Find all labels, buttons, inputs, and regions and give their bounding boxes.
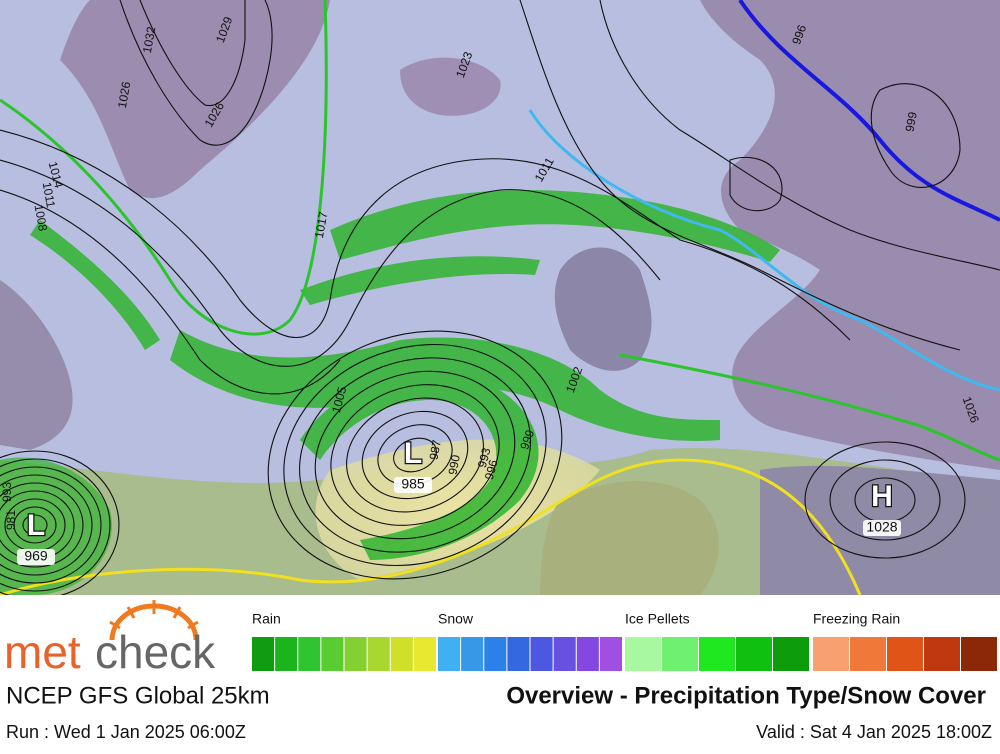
pressure-centre-letter: L — [27, 509, 45, 542]
isobar-ring — [0, 482, 84, 568]
legend-swatch — [813, 637, 849, 671]
pressure-value-box — [863, 520, 901, 536]
legend-label: Freezing Rain — [813, 611, 900, 627]
legend-swatch — [773, 637, 809, 671]
legend-swatch — [961, 637, 997, 671]
legend: Rain Snow Ice Pellets Freezing Rain — [252, 611, 997, 671]
isobar-ring — [314, 370, 516, 540]
isobar-ring — [393, 437, 437, 473]
isobar-ring — [346, 397, 484, 513]
legend-swatch — [924, 637, 960, 671]
greenland — [60, 0, 330, 199]
pressure-value: 1028 — [866, 519, 897, 535]
valid-time: Valid : Sat 4 Jan 2025 18:00Z — [756, 722, 992, 742]
isobar-label: 1032 — [140, 25, 158, 54]
run-time: Run : Wed 1 Jan 2025 06:00Z — [6, 722, 246, 742]
logo-rays — [109, 600, 199, 630]
legend-swatch — [344, 637, 367, 671]
legend-swatch — [625, 637, 661, 671]
canada — [0, 280, 73, 450]
isobar-ring — [22, 514, 48, 536]
legend-swatch — [298, 637, 321, 671]
map: 1032 102910261023101710141011100810051002… — [0, 0, 1000, 600]
isobar-label: 990 — [446, 453, 463, 475]
isobar-label: 1005 — [329, 385, 350, 415]
isobar-ring — [0, 458, 111, 592]
legend-swatch — [390, 637, 413, 671]
isobar-label: 987 — [427, 438, 444, 460]
isobar-ring — [267, 330, 563, 580]
legend-swatch — [507, 637, 530, 671]
isobar-label: 999 — [903, 110, 920, 132]
isobar-ring — [283, 343, 547, 567]
isobar-label: 996 — [482, 458, 501, 481]
legend-swatch — [275, 637, 298, 671]
legend-swatch — [850, 637, 886, 671]
isobar-ring — [298, 357, 532, 553]
pressure-centre-letter: L — [404, 437, 422, 470]
scandinavia-europe — [700, 0, 1000, 470]
isobar-label: 981 — [4, 510, 18, 530]
isobar-ring — [330, 384, 500, 526]
isobar-ring — [361, 410, 469, 500]
isobar-ring — [804, 441, 966, 559]
isobar-label: 1011 — [40, 181, 58, 209]
model-name: NCEP GFS Global 25km — [6, 682, 270, 709]
british-isles — [554, 247, 652, 371]
legend-swatch — [438, 637, 461, 671]
isobar-label: 999 — [517, 428, 537, 452]
legend-swatch — [461, 637, 484, 671]
isobars — [0, 0, 1000, 600]
product-title: Overview - Precipitation Type/Snow Cover — [506, 682, 986, 709]
legend-swatch — [887, 637, 923, 671]
isobar-label: 1026 — [115, 80, 133, 109]
legend-swatch — [576, 637, 599, 671]
legend-swatch — [736, 637, 772, 671]
pressure-value-box — [17, 549, 55, 565]
legend-swatch — [413, 637, 436, 671]
legend-label: Ice Pellets — [625, 611, 690, 627]
legend-swatch — [699, 637, 735, 671]
legend-swatch — [484, 637, 507, 671]
logo-met: met — [4, 626, 81, 678]
pressure-centre-letter: H — [871, 480, 893, 513]
isobar-label: 993 — [0, 482, 14, 502]
isobar-label: 996 — [789, 23, 809, 47]
legend-swatch — [599, 637, 622, 671]
iceland — [400, 57, 501, 116]
legend-swatch — [252, 637, 275, 671]
pressure-value: 969 — [24, 548, 48, 564]
pressure-value-box — [394, 477, 432, 493]
isobar-ring — [13, 506, 57, 544]
footer: met check NCEP GFS Global 25km Overview … — [0, 595, 1000, 749]
footer-bg — [0, 595, 1000, 749]
iberia — [540, 481, 719, 595]
isobar-ring — [0, 466, 102, 584]
isobar-ring — [0, 474, 93, 576]
isobar-label: 1017 — [312, 210, 330, 239]
isobar-ring — [829, 459, 941, 541]
legend-swatch — [321, 637, 344, 671]
legend-swatch — [662, 637, 698, 671]
legend-label: Snow — [438, 611, 474, 627]
isobar-label: 1014 — [46, 160, 67, 190]
isobar-label: 993 — [475, 446, 494, 469]
logo-check: check — [95, 626, 216, 678]
legend-label: Rain — [252, 611, 281, 627]
pressure-value: 985 — [401, 476, 425, 492]
legend-swatch — [367, 637, 390, 671]
legend-swatch — [553, 637, 576, 671]
legend-swatch — [530, 637, 553, 671]
isobar-label: 1008 — [32, 203, 50, 232]
